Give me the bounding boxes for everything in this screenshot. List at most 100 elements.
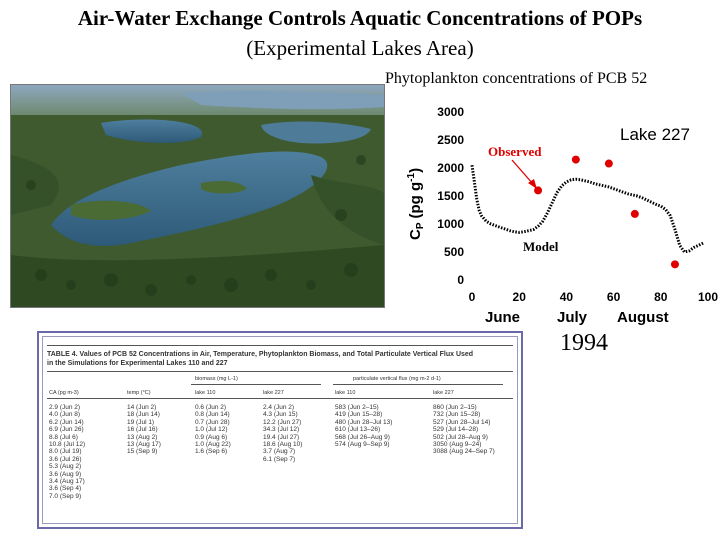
column-ca: 2.9 (Jun 2) 4.0 (Jun 8) 6.2 (Jun 14) 6.9 (J… — [49, 404, 85, 500]
observed-point — [630, 209, 639, 218]
x-tick-label: 60 — [607, 290, 621, 304]
table-cell: 502 (Jul 28–Aug 9) — [433, 433, 488, 441]
table-cell: 1.6 (Sep 6) — [195, 448, 228, 456]
table-cell: 6.9 (Jun 26) — [49, 426, 84, 434]
y-tick-label: 500 — [444, 245, 464, 259]
table-cell: 7.0 (Sep 9) — [49, 492, 82, 500]
table-cell: 3088 (Aug 24–Sep 7) — [433, 448, 495, 456]
table-cell: 583 (Jun 2–15) — [335, 404, 379, 411]
lake-aerial-photo — [10, 84, 385, 308]
table-frame: TABLE 4. Values of PCB 52 Concentrations… — [42, 336, 518, 524]
table-cell: 527 (Jun 28–Jul 14) — [433, 418, 491, 426]
x-tick-label: 40 — [560, 290, 574, 304]
table-cell: 4.3 (Jun 15) — [263, 411, 298, 419]
y-tick-label: 3000 — [437, 105, 464, 119]
y-axis-label: CP(pg g-1) — [406, 168, 426, 240]
table-subheader-rule — [47, 398, 513, 399]
x-tick-label: 20 — [513, 290, 527, 304]
table-cell: 15 (Sep 9) — [127, 448, 158, 456]
biomass-group-header: biomass (mg L-1) — [195, 376, 238, 382]
model-line — [470, 164, 704, 254]
observed-arrow-line — [511, 159, 534, 185]
table-caption: TABLE 4. Values of PCB 52 Concentrations… — [47, 350, 513, 368]
pcb52-chart: 0 500 1000 1500 2000 2500 3000 0 20 40 60 80 100 La… — [406, 105, 718, 326]
y-tick-label: 2500 — [437, 133, 464, 147]
observed-point — [670, 260, 679, 269]
col-header-flux-227: lake 227 — [433, 390, 454, 396]
x-tick-label: 80 — [654, 290, 668, 304]
table-cell: 6.1 (Sep 7) — [263, 455, 296, 463]
table-cell: 5.3 (Aug 2) — [49, 463, 82, 471]
table-cell: 14 (Jun 2) — [127, 404, 157, 411]
table-cell: 1.0 (Aug 22) — [195, 440, 231, 448]
observed-point — [604, 159, 613, 168]
table-panel: TABLE 4. Values of PCB 52 Concentrations… — [37, 331, 523, 529]
observed-annotation: Observed — [488, 144, 542, 159]
page-subtitle: (Experimental Lakes Area) — [246, 36, 474, 60]
chart-title: Lake 227 — [620, 125, 690, 144]
month-label-august: August — [617, 309, 669, 326]
x-tick-labels: 0 20 40 60 80 100 — [469, 290, 718, 304]
table-top-rule — [47, 345, 513, 346]
biomass-group-rule — [191, 384, 321, 385]
table-header-rule — [47, 371, 513, 372]
table-cell: 18 (Jun 14) — [127, 411, 160, 419]
y-tick-labels: 0 500 1000 1500 2000 2500 3000 — [437, 105, 464, 287]
column-flux-227: 860 (Jun 2–15) 732 (Jun 15–28) 527 (Jun 28… — [433, 404, 495, 456]
table-cell: 19 (Jul 1) — [127, 418, 155, 426]
table-cell: 3.4 (Aug 17) — [49, 477, 85, 485]
table-cell: 8.0 (Jul 19) — [49, 448, 82, 456]
table-cell: 3.6 (Jul 26) — [49, 455, 82, 463]
table-cell: 2.9 (Jun 2) — [49, 404, 81, 411]
table-cell: 13 (Aug 17) — [127, 440, 161, 448]
table-cell: 0.9 (Aug 6) — [195, 433, 228, 441]
table-cell: 1.0 (Jul 12) — [195, 426, 228, 434]
column-temp: 14 (Jun 2) 18 (Jun 14) 19 (Jul 1) 16 (Jul 1… — [127, 404, 161, 456]
table-cell: 529 (Jul 14–28) — [433, 426, 479, 434]
table-cell: 4.0 (Jun 8) — [49, 411, 81, 419]
y-tick-label: 1500 — [437, 189, 464, 203]
month-label-july: July — [557, 309, 588, 326]
table-cell: 0.6 (Jun 2) — [195, 404, 227, 411]
observed-point — [571, 155, 580, 164]
observed-point — [534, 186, 543, 195]
table-cell: 10.8 (Jul 12) — [49, 440, 86, 448]
table-cell: 0.8 (Jun 14) — [195, 411, 230, 419]
table-cell: 610 (Jul 13–26) — [335, 426, 381, 434]
table-cell: 419 (Jun 15–28) — [335, 411, 383, 419]
col-header-flux-110: lake 110 — [335, 390, 356, 396]
table-cell: 19.4 (Jul 27) — [263, 433, 300, 441]
table-cell: 8.8 (Jul 6) — [49, 433, 78, 441]
flux-group-rule — [333, 384, 503, 385]
table-cell: 3050 (Aug 9–24) — [433, 440, 482, 448]
col-header-biomass-227: lake 227 — [263, 390, 284, 396]
table-cell: 3.6 (Sep 4) — [49, 485, 82, 493]
model-series — [470, 164, 704, 254]
column-biomass-227: 2.4 (Jun 2) 4.3 (Jun 15) 12.2 (Jun 27) 34.3… — [263, 404, 302, 463]
table-cell: 0.7 (Jun 28) — [195, 418, 230, 426]
table-cell: 16 (Jul 16) — [127, 426, 158, 434]
table-caption-line2: in the Simulations for Experimental Lake… — [47, 360, 228, 367]
col-header-biomass-110: lake 110 — [195, 390, 216, 396]
table-cell: 3.6 (Aug 9) — [49, 470, 82, 478]
y-tick-label: 2000 — [437, 161, 464, 175]
table-caption-line1: TABLE 4. Values of PCB 52 Concentrations… — [47, 351, 474, 358]
model-annotation: Model — [523, 239, 559, 254]
flux-group-header: particulate vertical flux (mg m-2 d-1) — [353, 376, 441, 382]
table-cell: 34.3 (Jul 12) — [263, 426, 300, 434]
table-cell: 480 (Jun 28–Jul 13) — [335, 418, 393, 426]
x-tick-label: 100 — [698, 290, 718, 304]
table-cell: 18.6 (Aug 10) — [263, 440, 303, 448]
table-cell: 732 (Jun 15–28) — [433, 411, 481, 419]
table-cell: 3.7 (Aug 7) — [263, 448, 296, 456]
chart-caption: Phytoplankton concentrations of PCB 52 — [385, 70, 648, 87]
page-title: Air-Water Exchange Controls Aquatic Conc… — [77, 6, 643, 30]
observed-arrow-head — [528, 179, 537, 189]
y-tick-label: 1000 — [437, 217, 464, 231]
table-cell: 574 (Aug 9–Sep 9) — [335, 440, 390, 448]
table-cell: 568 (Jul 26–Aug 9) — [335, 433, 390, 441]
table-cell: 2.4 (Jun 2) — [263, 404, 295, 411]
column-flux-110: 583 (Jun 2–15) 419 (Jun 15–28) 480 (Jun 28… — [335, 404, 392, 448]
month-label-june: June — [485, 309, 520, 326]
x-tick-label: 0 — [469, 290, 476, 304]
